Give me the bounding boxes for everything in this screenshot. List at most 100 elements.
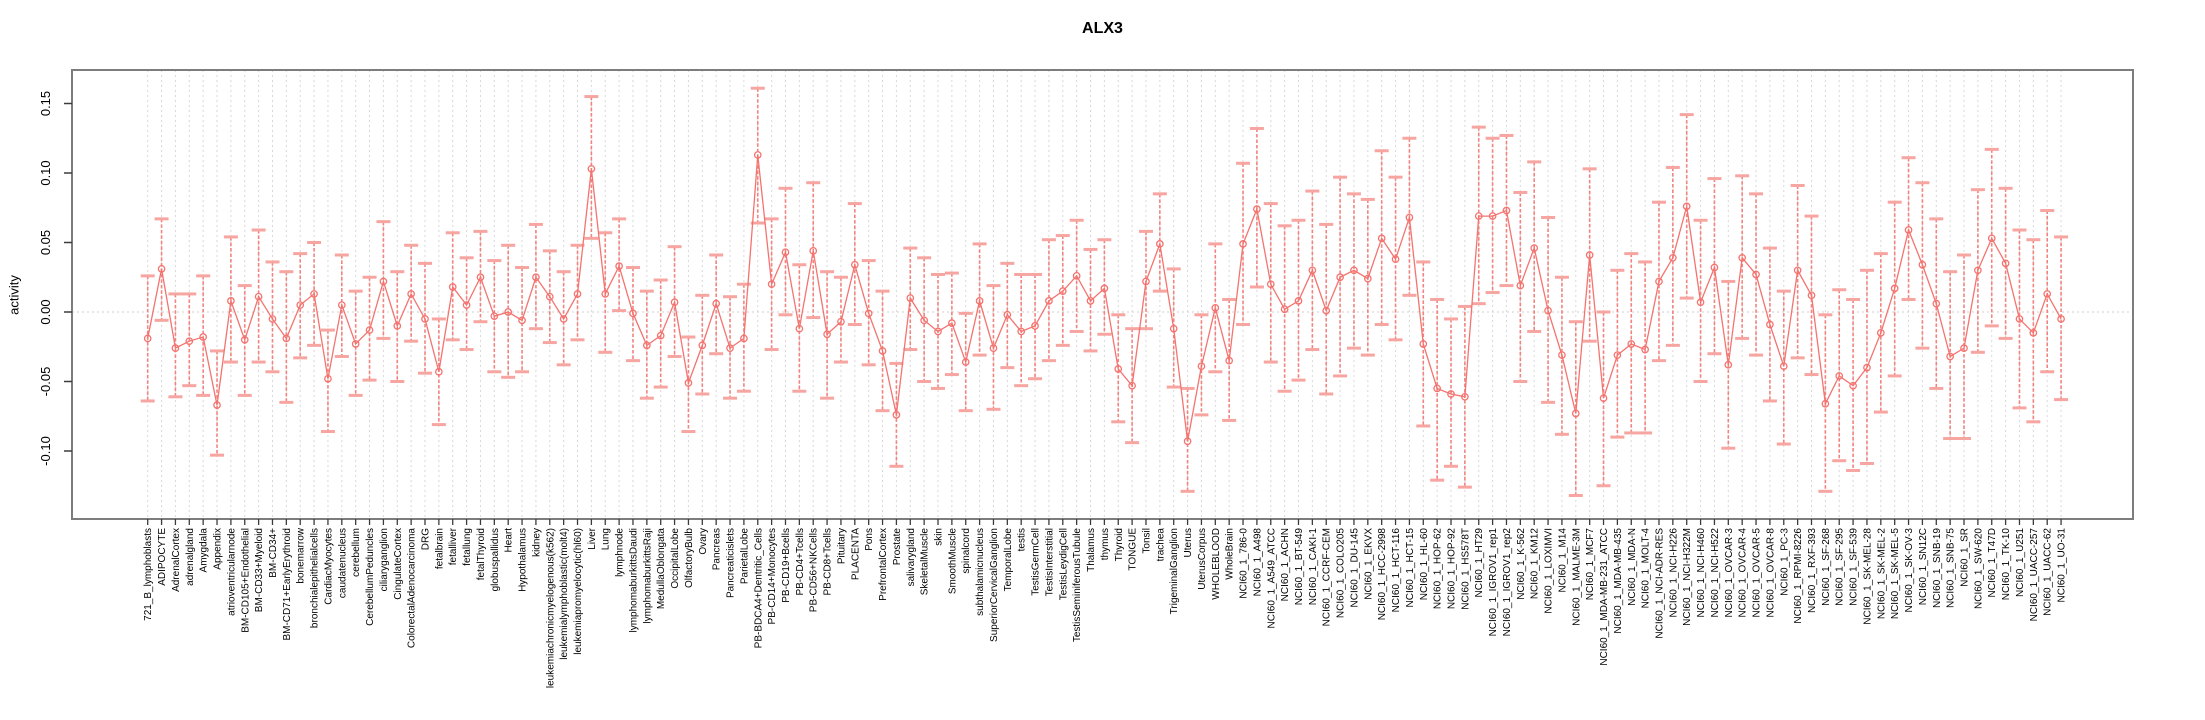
x-category-label: NCI60_1_COLO205	[1336, 528, 1347, 618]
data-point	[781, 248, 790, 257]
data-point	[393, 322, 402, 330]
x-category-label: NCI60_1_UACC-62	[2043, 528, 2054, 616]
x-category-label: NCI60_1_SNB-75	[1946, 528, 1957, 608]
x-category-label: SkeletalMuscle	[920, 528, 931, 596]
data-point	[753, 151, 762, 159]
x-category-label: Hypothalamus	[518, 528, 529, 592]
data-point	[878, 347, 887, 355]
y-tick-label: -0.10	[38, 436, 53, 466]
data-point	[712, 299, 721, 308]
data-point	[171, 344, 180, 352]
x-category-label: Liver	[587, 527, 598, 549]
data-point	[1363, 274, 1372, 283]
x-category-label: NCI60_1_CAKI-1	[1308, 528, 1319, 606]
data-point	[143, 334, 152, 343]
x-category-label: Uterus	[1183, 528, 1194, 557]
data-point	[809, 246, 818, 255]
plot-frame	[71, 69, 2134, 520]
x-category-label: Amygdala	[199, 528, 210, 573]
data-point	[906, 294, 915, 302]
chart-title: ALX3	[1082, 20, 1123, 37]
data-point	[1793, 266, 1802, 275]
x-category-label: TONGUE	[1128, 528, 1139, 571]
data-point	[795, 324, 804, 333]
x-category-label: NCI60_1_UO-31	[2057, 528, 2068, 603]
x-category-label: cerebellum	[351, 528, 362, 577]
data-point	[698, 341, 707, 350]
data-point	[1405, 213, 1414, 222]
data-point	[532, 273, 540, 282]
x-category-label: ColorectalAdenocarcinoma	[407, 528, 418, 649]
data-point	[1253, 205, 1261, 213]
data-point	[1474, 212, 1483, 220]
x-category-label: NCI60_1_T47D	[1987, 528, 1998, 597]
x-category-label: NCI60_1_A498	[1252, 528, 1263, 597]
x-category-label: Prostate	[892, 528, 903, 566]
x-category-label: NCI60_1_TK-10	[2001, 528, 2012, 601]
x-category-label: NCI60_1_UACC-257	[2029, 528, 2040, 622]
data-point	[1724, 360, 1733, 369]
x-category-label: fetallung	[462, 528, 473, 566]
x-category-label: 721_B_lymphoblasts	[143, 528, 154, 621]
x-category-label: CardiacMyocytes	[323, 528, 334, 605]
data-point	[2043, 290, 2052, 298]
x-category-label: bonemarrow	[296, 527, 307, 583]
x-category-label: NCI60_1_BT-549	[1294, 528, 1305, 606]
data-point	[961, 358, 970, 366]
data-point	[1114, 365, 1123, 373]
data-point	[1946, 352, 1955, 361]
data-point	[823, 330, 831, 339]
data-point	[324, 374, 332, 383]
data-point	[310, 290, 318, 298]
data-point	[1807, 291, 1816, 300]
data-point	[448, 283, 457, 291]
x-category-label: leukemialymphoblastic(molt4)	[559, 528, 570, 660]
x-category-label: NCI60_1_A549_ATCC	[1266, 528, 1277, 628]
data-point	[1155, 240, 1164, 248]
x-category-label: BM-CD105+Endothelial	[240, 528, 251, 633]
x-category-label: NCI60_1_KM12	[1530, 528, 1541, 600]
data-point	[407, 290, 415, 298]
x-category-label: NCI60_1_NCI-H322M	[1682, 528, 1693, 626]
x-category-label: NCI60_1_SW-620	[1973, 528, 1984, 609]
x-category-label: NCI60_1_OVCAR-5	[1752, 528, 1763, 618]
data-point	[365, 326, 374, 334]
data-point	[490, 312, 499, 321]
x-category-label: lymphnode	[615, 528, 626, 577]
x-category-label: PB-CD19+Bcells	[781, 528, 792, 603]
x-category-label: NCI60_1_CCRF-CEM	[1322, 528, 1333, 626]
data-point	[185, 337, 194, 346]
data-point	[1461, 392, 1469, 401]
data-point	[1710, 263, 1719, 272]
data-point	[1599, 394, 1608, 403]
x-category-label: spinalcord	[961, 528, 972, 574]
data-point	[892, 411, 901, 419]
x-category-label: CingulateCortex	[393, 528, 404, 600]
x-category-label: NCI60_1_M14	[1557, 528, 1568, 593]
x-category-label: kidney	[531, 528, 542, 557]
data-point	[1987, 234, 1996, 243]
x-category-label: Appendix	[213, 528, 224, 570]
data-point	[1308, 266, 1317, 275]
y-axis-label: activity	[6, 275, 22, 315]
data-point	[1835, 372, 1844, 380]
data-point	[518, 316, 526, 325]
x-category-label: NCI60_1_MALME-3M	[1571, 528, 1582, 626]
data-point	[1544, 306, 1552, 315]
x-category-label: NCI60_1_NCI-H460	[1696, 528, 1707, 618]
x-category-label: NCI60_1_K-562	[1516, 528, 1527, 600]
x-category-label: PB-CD4+Tcells	[795, 528, 806, 596]
data-point	[421, 315, 429, 323]
data-point	[1447, 390, 1455, 398]
x-category-label: Tonsil	[1141, 528, 1152, 554]
series-line	[147, 154, 2062, 442]
x-category-label: BM-CD71+EarlyErythroid	[282, 528, 293, 641]
data-point	[559, 315, 568, 323]
data-point	[2029, 328, 2038, 337]
x-category-label: NCI60_1_U251	[2015, 528, 2026, 597]
data-point	[1641, 345, 1649, 354]
data-point	[975, 297, 984, 305]
x-category-label: AdrenalCortex	[171, 528, 182, 592]
x-category-label: NCI60_1_SR	[1960, 528, 1971, 587]
data-point	[2057, 315, 2065, 323]
